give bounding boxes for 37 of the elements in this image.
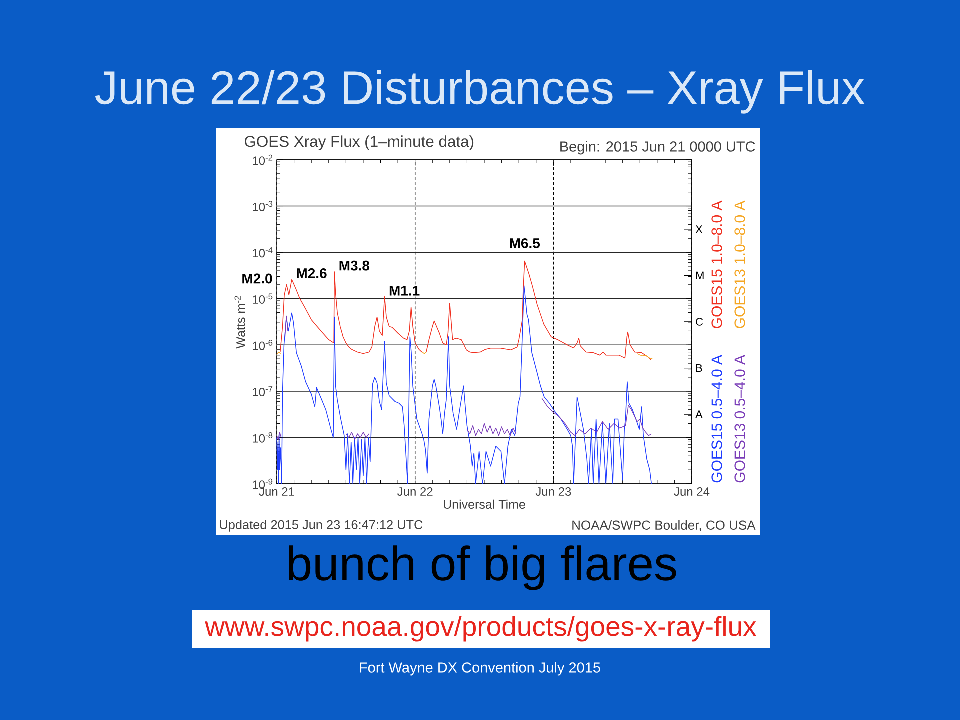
y-tick-label: 10$^{-5}$ — [253, 294, 273, 304]
category-label: B — [696, 364, 702, 372]
x-axis-title: Universal Time — [444, 500, 526, 510]
annotation: M3.8 — [340, 260, 370, 271]
text: www.swpc.noaa.gov/products/goes-x-ray-flux — [205, 616, 757, 642]
text: Begin: 2015 Jun 21 0000 UTC — [560, 141, 756, 155]
text: bunch of big flares — [288, 546, 676, 590]
chart-title: June 22/23 Disturbances – Xray Flux — [95, 70, 865, 114]
y-axis-title: Watts m$^{-2}$ — [234, 296, 246, 349]
x-tick-label: Jun 21 — [259, 488, 294, 496]
category-label: X — [696, 226, 703, 234]
y-tick-label: 10$^{-6}$ — [253, 340, 273, 350]
line-series — [276, 286, 652, 484]
y-tick-label: 10$^{-8}$ — [253, 432, 273, 443]
chart-subtitle: GOES Xray Flux (1–minute data) — [245, 136, 474, 150]
x-tick-label: Jun 22 — [398, 488, 433, 496]
annotation: M6.5 — [510, 238, 540, 248]
y-tick-label: 10$^{-4}$ — [253, 247, 273, 258]
x-tick-label: Jun 24 — [674, 488, 710, 496]
y-tick-label: 10$^{-2}$ — [253, 154, 273, 166]
annotation: M2.6 — [297, 268, 327, 278]
annotation: M1.1 — [390, 286, 420, 296]
text: NOAA/SWPC Boulder, CO USA — [572, 520, 756, 532]
text: GOES15 1.0–8.0 A — [712, 200, 722, 328]
y-tick-label: 10$^{-3}$ — [253, 201, 273, 212]
annotation: M2.0 — [242, 274, 272, 284]
category-label: A — [696, 410, 703, 418]
text: Updated 2015 Jun 23 16:47:12 UTC — [220, 520, 423, 532]
text: GOES13 1.0–8.0 A — [734, 200, 746, 328]
text: Fort Wayne DX Convention July 2015 — [360, 662, 600, 676]
category-label: C — [696, 318, 704, 326]
x-tick-label: Jun 23 — [536, 488, 572, 496]
y-tick-label: 10$^{-9}$ — [253, 478, 273, 490]
category-label: M — [696, 272, 704, 280]
text: GOES13 0.5–4.0 A — [734, 355, 746, 483]
text: GOES15 0.5–4.0 A — [712, 355, 722, 483]
y-tick-label: 10$^{-7}$ — [253, 386, 273, 397]
